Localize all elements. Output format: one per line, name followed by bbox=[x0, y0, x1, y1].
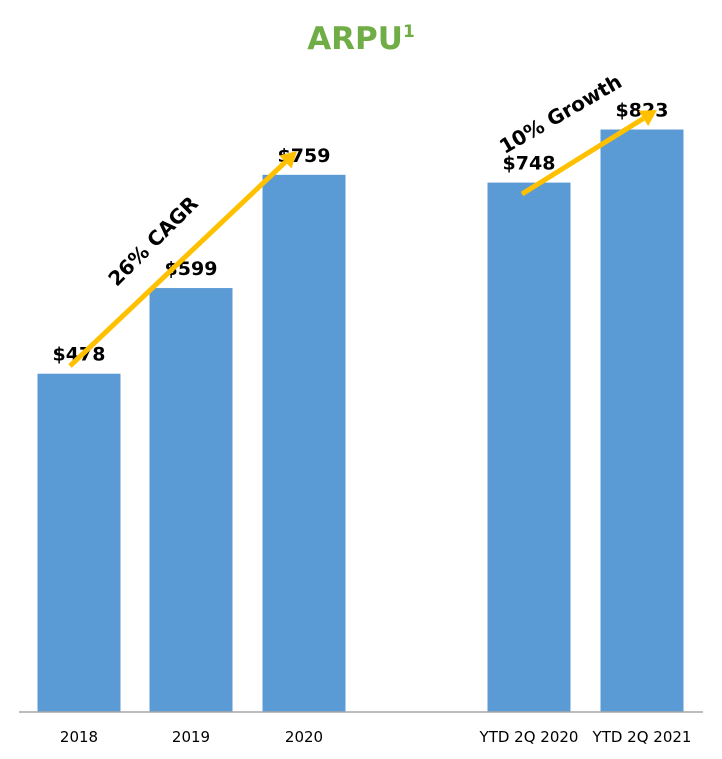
chart-title: ARPU1 bbox=[307, 21, 415, 57]
value-label-ytd-2q-2021: $823 bbox=[616, 100, 669, 122]
category-label-ytd-2q-2020: YTD 2Q 2020 bbox=[479, 728, 579, 746]
category-label-2019: 2019 bbox=[172, 728, 210, 746]
category-label-2018: 2018 bbox=[60, 728, 98, 746]
category-labels-group: 2018 2019 2020 YTD 2Q 2020 YTD 2Q 2021 bbox=[60, 728, 692, 746]
value-label-ytd-2q-2020: $748 bbox=[503, 153, 556, 175]
bar-2019 bbox=[149, 288, 233, 712]
category-label-ytd-2q-2021: YTD 2Q 2021 bbox=[592, 728, 692, 746]
bar-ytd-2q-2020 bbox=[487, 182, 571, 712]
bar-2020 bbox=[262, 174, 346, 712]
bars-group bbox=[37, 129, 684, 712]
bar-2018 bbox=[37, 373, 121, 712]
bar-ytd-2q-2021 bbox=[600, 129, 684, 712]
arrows-group bbox=[68, 110, 657, 368]
category-label-2020: 2020 bbox=[285, 728, 323, 746]
growth-arrow bbox=[520, 110, 657, 197]
title-superscript: 1 bbox=[403, 22, 415, 42]
cagr-arrow bbox=[68, 151, 297, 368]
